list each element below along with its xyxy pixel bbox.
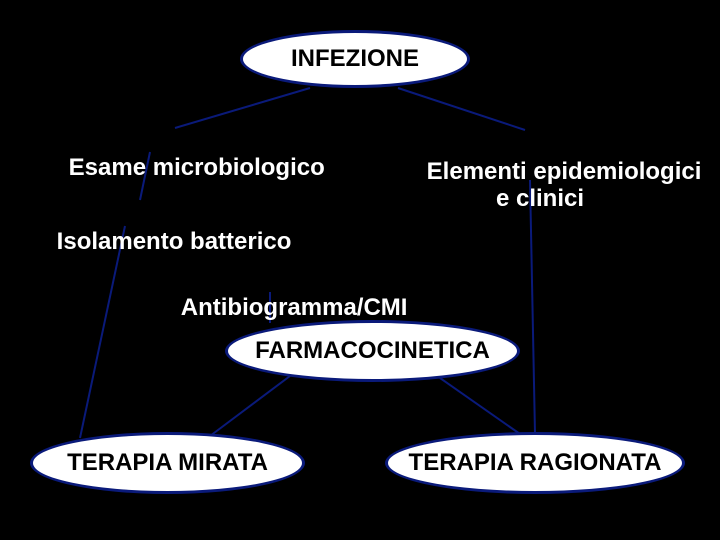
node-terapia-mirata: TERAPIA MIRATA	[30, 432, 305, 494]
node-elementi-epidemiologici: Elementi epidemiologici e clinici	[400, 130, 680, 240]
node-isolamento-label: Isolamento batterico	[57, 228, 292, 255]
diagram-stage: INFEZIONE Esame microbiologico Elementi …	[0, 0, 720, 540]
node-esame-microbiologico: Esame microbiologico	[42, 126, 325, 209]
edge-line	[210, 376, 290, 436]
edge-line	[440, 378, 520, 434]
node-farmacocinetica: FARMACOCINETICA	[225, 320, 520, 382]
node-mirata-label: TERAPIA MIRATA	[67, 449, 268, 477]
edge-line	[175, 88, 310, 128]
node-infezione-label: INFEZIONE	[291, 45, 419, 73]
node-elementi-label: Elementi epidemiologici e clinici	[427, 158, 702, 213]
node-esame-label: Esame microbiologico	[69, 154, 325, 181]
node-terapia-ragionata: TERAPIA RAGIONATA	[385, 432, 685, 494]
edge-line	[398, 88, 525, 130]
node-infezione: INFEZIONE	[240, 30, 470, 88]
node-antibiogramma-label: Antibiogramma/CMI	[181, 294, 408, 321]
node-ragionata-label: TERAPIA RAGIONATA	[409, 449, 662, 477]
node-farmacocinetica-label: FARMACOCINETICA	[255, 337, 490, 365]
